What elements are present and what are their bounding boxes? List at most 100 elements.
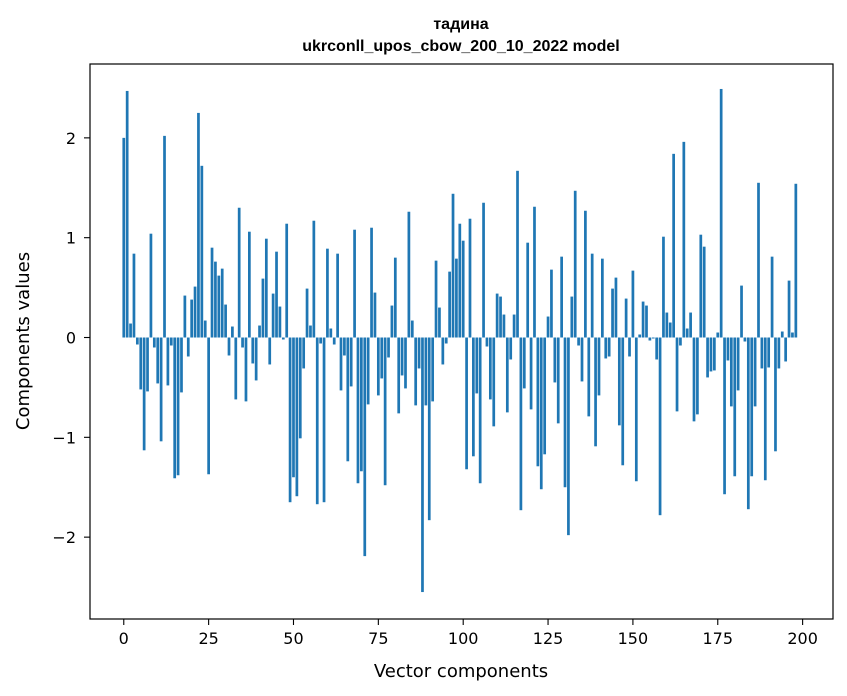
bar bbox=[729, 337, 733, 407]
bar bbox=[343, 337, 346, 356]
bar bbox=[383, 337, 387, 486]
bar bbox=[614, 277, 618, 338]
bar bbox=[485, 337, 489, 347]
bar bbox=[152, 337, 156, 348]
bar bbox=[519, 337, 523, 511]
bar bbox=[217, 275, 221, 338]
bar bbox=[655, 337, 659, 360]
bar bbox=[709, 337, 713, 372]
bar bbox=[634, 337, 638, 482]
x-tick-label: 100 bbox=[448, 629, 479, 648]
bar bbox=[166, 337, 170, 386]
bar bbox=[746, 337, 750, 510]
bar bbox=[682, 141, 686, 338]
bar bbox=[675, 337, 679, 412]
bar bbox=[723, 337, 726, 495]
bar bbox=[302, 337, 306, 369]
bar bbox=[594, 337, 597, 447]
bar bbox=[424, 337, 428, 406]
bar bbox=[556, 337, 560, 424]
bar bbox=[397, 337, 401, 414]
bar bbox=[492, 337, 496, 427]
bar bbox=[458, 223, 462, 338]
bar bbox=[438, 307, 441, 338]
bar bbox=[448, 271, 451, 338]
y-tick-label: 2 bbox=[66, 129, 76, 148]
bar bbox=[142, 337, 146, 451]
bar bbox=[156, 337, 160, 384]
bar bbox=[750, 337, 754, 477]
x-axis: 0 25 50 75 100 125 150 175 200 bbox=[119, 619, 818, 648]
bar bbox=[502, 314, 506, 338]
bar bbox=[404, 337, 407, 389]
bar bbox=[380, 337, 384, 379]
x-tick-label: 200 bbox=[787, 629, 818, 648]
bar bbox=[472, 337, 475, 457]
bar bbox=[237, 207, 241, 338]
bar bbox=[621, 337, 625, 466]
bar bbox=[414, 337, 418, 406]
bar bbox=[186, 337, 190, 357]
bar bbox=[346, 337, 350, 462]
bar bbox=[315, 337, 319, 505]
bar bbox=[702, 246, 706, 338]
bar bbox=[210, 247, 214, 338]
bar bbox=[312, 220, 316, 338]
bar bbox=[129, 323, 132, 338]
bar bbox=[441, 337, 445, 365]
bar bbox=[716, 332, 720, 338]
bar bbox=[509, 337, 513, 360]
bar bbox=[757, 182, 760, 338]
bar bbox=[254, 337, 258, 381]
bar bbox=[573, 190, 577, 338]
bar bbox=[407, 211, 411, 338]
bar bbox=[461, 240, 465, 338]
bar bbox=[163, 135, 166, 338]
bar bbox=[597, 337, 601, 396]
bar bbox=[475, 337, 479, 394]
bar bbox=[353, 229, 356, 338]
bars-group bbox=[122, 88, 798, 593]
bar bbox=[662, 236, 665, 338]
x-tick-label: 25 bbox=[198, 629, 218, 648]
bar bbox=[268, 337, 272, 365]
bar bbox=[499, 296, 502, 338]
bar bbox=[258, 325, 261, 338]
bar bbox=[366, 337, 370, 405]
bar bbox=[336, 253, 339, 338]
x-axis-label: Vector components bbox=[374, 661, 548, 682]
bar bbox=[567, 337, 570, 536]
bar bbox=[421, 337, 424, 593]
bar bbox=[410, 320, 414, 338]
bar bbox=[332, 337, 336, 345]
bar bbox=[356, 337, 360, 484]
bar bbox=[685, 328, 689, 338]
bar bbox=[349, 337, 353, 387]
bar bbox=[387, 337, 390, 358]
bar bbox=[190, 299, 194, 338]
bar bbox=[617, 337, 621, 426]
x-tick-label: 175 bbox=[702, 629, 733, 648]
bar bbox=[309, 325, 312, 338]
bar bbox=[665, 312, 669, 338]
bar bbox=[125, 90, 129, 338]
bar bbox=[264, 238, 268, 338]
plot-frame bbox=[89, 63, 834, 620]
bar bbox=[522, 337, 526, 389]
bar bbox=[631, 270, 635, 338]
bar bbox=[224, 304, 227, 338]
bar bbox=[203, 320, 207, 338]
y-tick-label: 1 bbox=[66, 229, 76, 248]
bar bbox=[197, 112, 200, 338]
bar bbox=[794, 183, 798, 338]
bar bbox=[451, 193, 455, 338]
bar bbox=[601, 258, 604, 338]
bar bbox=[611, 288, 614, 338]
bar bbox=[774, 337, 777, 452]
bar bbox=[478, 337, 482, 484]
bar bbox=[180, 337, 183, 393]
x-tick-label: 50 bbox=[283, 629, 303, 648]
bar bbox=[689, 312, 692, 338]
bar bbox=[590, 253, 594, 338]
